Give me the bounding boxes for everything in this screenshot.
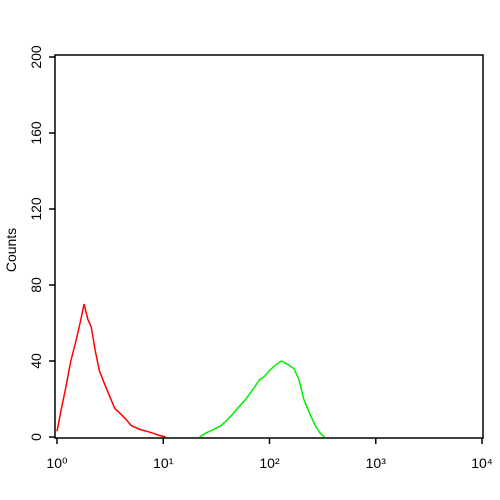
y-tick-label: 160 <box>28 121 44 145</box>
plot-frame <box>54 54 484 439</box>
x-tick-label: 10³ <box>366 455 387 471</box>
y-tick-label: 40 <box>28 353 44 369</box>
y-axis-label: Counts <box>3 228 19 272</box>
y-tick-label: 0 <box>28 433 44 441</box>
y-tick-label: 200 <box>28 45 44 69</box>
x-tick-label: 10⁴ <box>471 455 493 471</box>
histogram-line <box>56 303 166 438</box>
x-tick-label: 10⁰ <box>46 455 68 471</box>
y-tick-label: 120 <box>28 197 44 221</box>
y-tick-label: 80 <box>28 277 44 293</box>
x-tick-label: 10¹ <box>153 455 174 471</box>
histogram-line <box>199 360 326 438</box>
x-tick-label: 10² <box>259 455 280 471</box>
